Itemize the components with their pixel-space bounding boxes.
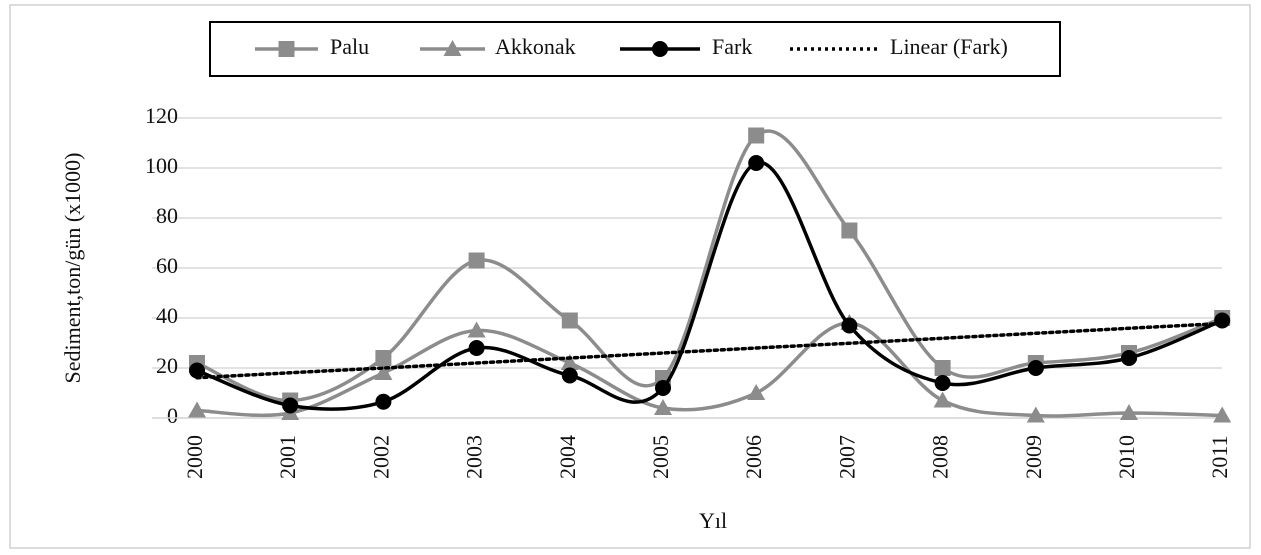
- data-point: [375, 393, 392, 410]
- x-tick-label: 2011: [1207, 435, 1232, 478]
- data-point: [282, 397, 299, 414]
- data-point: [1214, 312, 1231, 329]
- x-axis-title: Yıl: [699, 508, 727, 533]
- data-point: [374, 364, 393, 380]
- y-tick-label: 40: [156, 303, 178, 328]
- data-point: [841, 222, 858, 239]
- data-point: [1027, 360, 1044, 376]
- data-point: [561, 367, 578, 384]
- data-point: [189, 362, 205, 379]
- data-point: [467, 321, 486, 338]
- y-tick-label: 100: [145, 153, 178, 178]
- data-point: [747, 384, 766, 400]
- legend-label: Linear (Fark): [890, 34, 1008, 59]
- data-point: [188, 401, 206, 418]
- data-point: [375, 350, 392, 366]
- x-tick-label: 2002: [368, 435, 393, 479]
- x-tick-label: 2007: [834, 435, 859, 479]
- data-point: [934, 375, 951, 391]
- data-point: [934, 360, 951, 376]
- x-tick-label: 2010: [1114, 435, 1139, 479]
- data-point: [933, 391, 952, 408]
- legend-label: Palu: [330, 34, 369, 59]
- y-tick-label: 0: [167, 403, 178, 428]
- data-point: [468, 340, 485, 356]
- y-tick-label: 120: [145, 103, 178, 128]
- y-axis-title: Sediment,ton/gün (x1000): [60, 153, 85, 384]
- x-tick-label: 2005: [648, 435, 673, 479]
- data-point: [468, 252, 485, 269]
- legend-label: Akkonak: [495, 34, 576, 59]
- chart-border: [9, 4, 1251, 549]
- data-point: [1026, 406, 1045, 423]
- y-tick-label: 60: [156, 253, 178, 278]
- data-point: [561, 312, 578, 329]
- x-tick-label: 2006: [741, 435, 766, 479]
- data-point: [655, 380, 671, 396]
- series-line: [195, 321, 1224, 380]
- x-tick-label: 2008: [928, 435, 953, 479]
- data-point: [654, 399, 672, 415]
- x-tick-label: 2003: [462, 435, 487, 479]
- x-tick-label: 2009: [1021, 435, 1046, 479]
- data-point: [1121, 350, 1137, 366]
- data-point: [748, 155, 765, 171]
- legend-marker: [652, 41, 668, 57]
- legend-marker: [443, 40, 462, 56]
- x-tick-label: 2004: [555, 435, 580, 479]
- y-tick-label: 80: [156, 203, 178, 228]
- data-point: [560, 354, 579, 370]
- data-point: [841, 317, 858, 334]
- data-point: [1213, 406, 1232, 423]
- data-point: [1120, 404, 1138, 420]
- data-point: [748, 127, 765, 144]
- legend-marker: [278, 41, 295, 57]
- x-tick-label: 2000: [182, 435, 207, 479]
- y-tick-label: 20: [156, 353, 178, 378]
- x-tick-label: 2001: [275, 435, 300, 479]
- legend-label: Fark: [712, 34, 752, 59]
